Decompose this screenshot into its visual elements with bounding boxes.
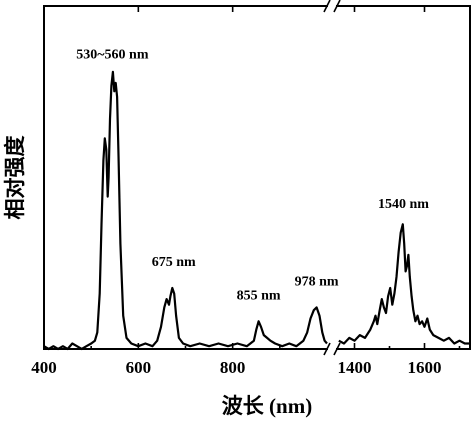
x-tick-label: 400 bbox=[31, 358, 57, 377]
peak-label: 1540 nm bbox=[378, 197, 429, 212]
break-slash bbox=[333, 0, 341, 13]
y-axis-title: 相对强度 bbox=[3, 136, 27, 220]
break-gap bbox=[328, 3, 336, 9]
break-gap bbox=[328, 346, 336, 352]
plot-frame bbox=[43, 5, 471, 350]
x-axis-title: 波长 (nm) bbox=[222, 394, 312, 418]
axis-break bbox=[323, 0, 341, 356]
spectrum-line-segment-1 bbox=[43, 70, 328, 351]
x-tick-label: 1400 bbox=[338, 358, 372, 377]
x-tick-label: 800 bbox=[220, 358, 246, 377]
x-tick-label: 1600 bbox=[408, 358, 442, 377]
peak-label: 855 nm bbox=[237, 288, 281, 303]
peak-label: 978 nm bbox=[295, 275, 339, 290]
break-slash bbox=[323, 0, 331, 13]
x-tick-label: 600 bbox=[126, 358, 152, 377]
peak-label: 530~560 nm bbox=[76, 47, 149, 62]
spectrum-line-segment-2 bbox=[338, 223, 470, 345]
peak-label: 675 nm bbox=[152, 255, 196, 270]
break-slash bbox=[323, 342, 331, 356]
peak-annotations: 530~560 nm 675 nm 855 nm 978 nm 1540 nm bbox=[76, 47, 429, 303]
x-ticks: 400 600 800 1400 1600 bbox=[31, 6, 461, 377]
series-layer bbox=[43, 70, 470, 351]
plot-border bbox=[43, 5, 471, 350]
break-slash bbox=[333, 342, 341, 356]
